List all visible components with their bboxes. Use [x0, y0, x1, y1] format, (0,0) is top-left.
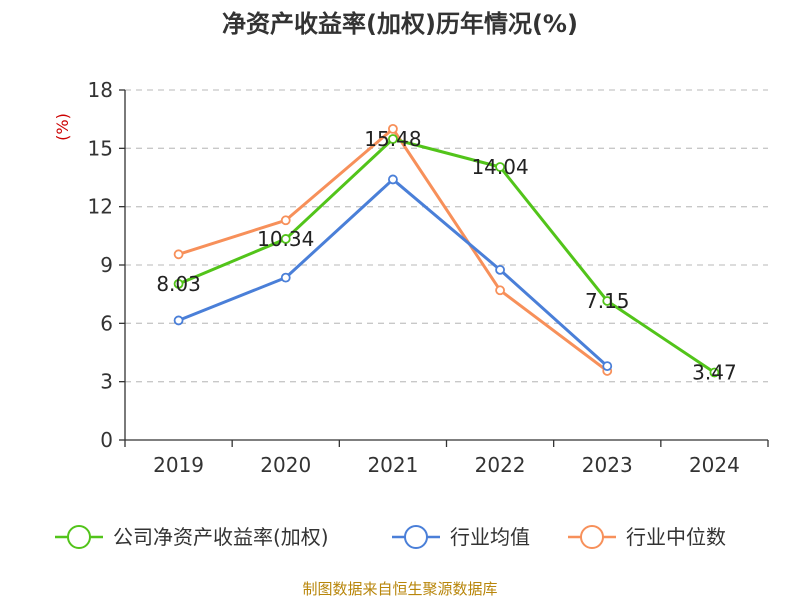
series-line: [178, 177, 609, 368]
y-axis-unit: (%): [53, 113, 72, 141]
legend-marker: [404, 525, 428, 549]
y-tick-label: 0: [100, 428, 113, 452]
x-tick-label: 2020: [260, 453, 311, 477]
data-label: 7.15: [585, 289, 630, 313]
data-label: 10.34: [257, 227, 314, 251]
legend-item: 公司净资产收益率(加权): [55, 525, 329, 549]
y-tick-label: 12: [88, 195, 113, 219]
data-point: [388, 134, 398, 144]
legend-label: 行业均值: [450, 525, 530, 549]
data-point: [495, 162, 505, 172]
y-tick-label: 9: [100, 253, 113, 277]
axes: [119, 89, 769, 447]
data-label: 15.48: [364, 127, 421, 151]
x-tick-label: 2024: [689, 453, 740, 477]
legend-label: 公司净资产收益率(加权): [113, 525, 329, 549]
data-label: 14.04: [471, 155, 528, 179]
data-point: [495, 264, 505, 275]
data-point: [495, 285, 505, 296]
data-point: [280, 215, 291, 226]
data-point: [709, 367, 720, 378]
data-labels: 8.03 10.34 15.48 14.04 7.15 3.47: [156, 127, 736, 385]
legend-item: 行业均值: [392, 525, 530, 549]
y-tick-label: 15: [88, 136, 113, 160]
series-line: [178, 137, 716, 374]
series-0: [173, 134, 720, 378]
data-point: [602, 361, 613, 372]
x-tick-label: 2019: [153, 453, 204, 477]
data-label: 3.47: [692, 361, 737, 385]
legend-marker: [67, 525, 91, 549]
y-tick-labels: 0 3 6 9 12 15 18: [88, 78, 113, 452]
series-2: [173, 123, 613, 376]
series-1: [173, 174, 613, 372]
x-tick-label: 2022: [475, 453, 526, 477]
y-tick-label: 3: [100, 370, 113, 394]
data-point: [280, 234, 291, 244]
legend: 公司净资产收益率(加权) 行业均值 行业中位数: [55, 525, 726, 549]
data-point: [173, 278, 184, 289]
series-lines: [173, 123, 720, 378]
legend-marker: [580, 525, 604, 549]
data-point: [173, 249, 184, 260]
data-point: [388, 123, 398, 134]
grid-lines: [125, 89, 768, 383]
source-note: 制图数据来自恒生聚源数据库: [302, 580, 497, 598]
x-tick-label: 2023: [582, 453, 633, 477]
y-tick-label: 18: [88, 78, 113, 102]
chart-title: 净资产收益率(加权)历年情况(%): [222, 10, 578, 38]
data-label: 8.03: [156, 272, 201, 296]
x-tick-labels: 2019 2020 2021 2022 2023 2024: [153, 453, 740, 477]
legend-item: 行业中位数: [568, 525, 726, 549]
data-point: [280, 272, 291, 283]
data-point: [173, 315, 184, 326]
data-point: [388, 174, 398, 185]
data-point: [602, 296, 613, 306]
series-line: [178, 127, 609, 373]
y-tick-label: 6: [100, 311, 113, 335]
x-tick-label: 2021: [367, 453, 418, 477]
legend-label: 行业中位数: [626, 525, 726, 549]
